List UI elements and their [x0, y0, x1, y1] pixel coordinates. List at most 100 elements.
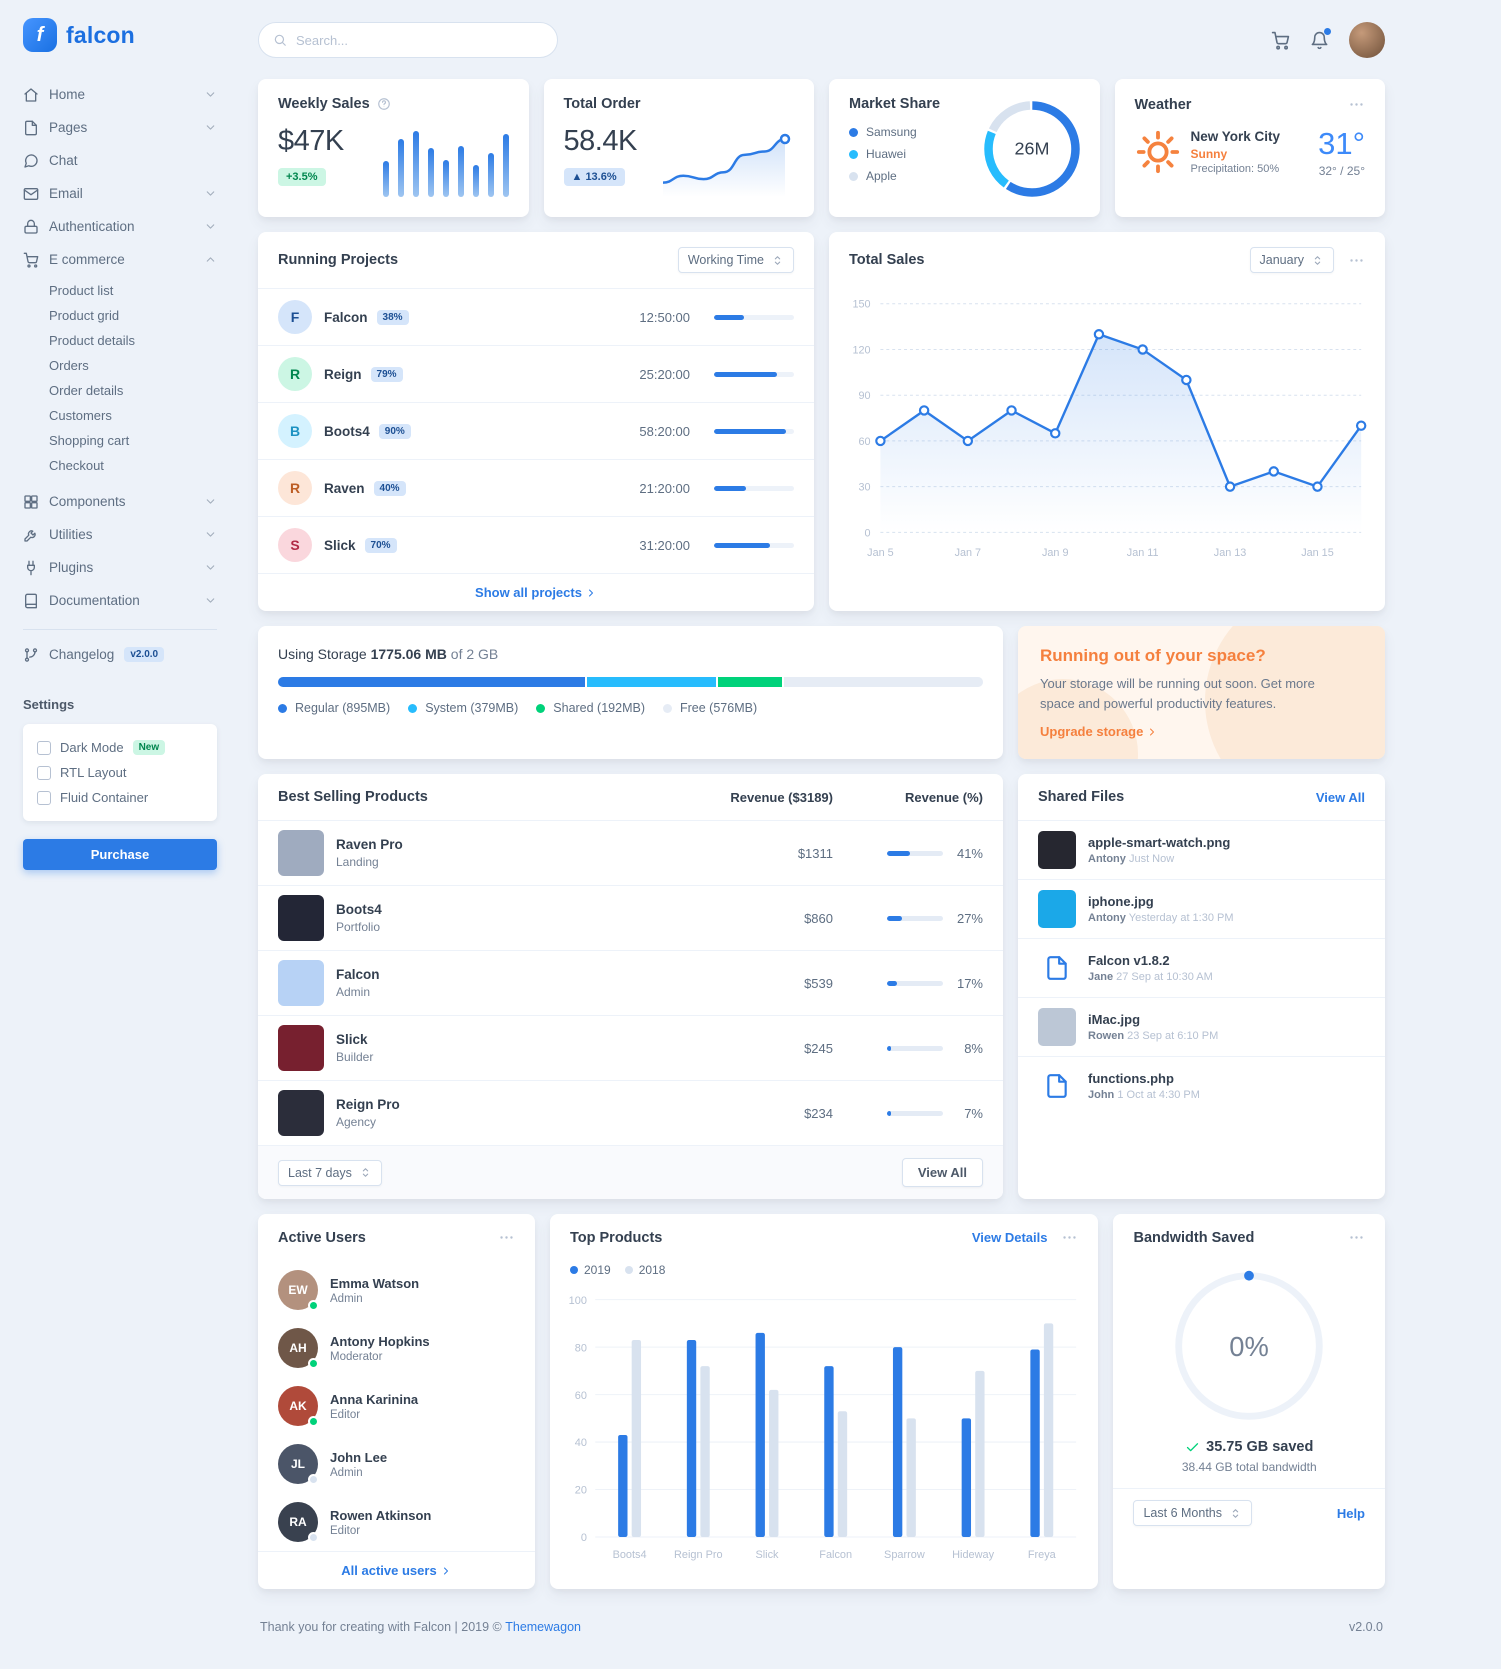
file-row-falcon-v1-8-2[interactable]: Falcon v1.8.2 Jane 27 Sep at 10:30 AM — [1018, 938, 1385, 997]
all-active-users-link[interactable]: All active users — [341, 1563, 451, 1578]
card-title: Weather — [1134, 96, 1192, 113]
search-icon — [273, 33, 287, 47]
months-select[interactable]: Last 6 Months — [1133, 1500, 1252, 1527]
sidebar-item-chat[interactable]: Chat — [23, 144, 217, 177]
user-name[interactable]: John Lee — [330, 1449, 388, 1465]
file-row-imac-jpg[interactable]: iMac.jpg Rowen 23 Sep at 6:10 PM — [1018, 997, 1385, 1056]
product-name[interactable]: Boots4 — [336, 902, 382, 918]
checkbox[interactable] — [37, 765, 51, 780]
user-avatar[interactable] — [1349, 22, 1385, 58]
month-select[interactable]: January — [1249, 247, 1334, 273]
user-role: Editor — [330, 1408, 361, 1421]
sidebar-item-authentication[interactable]: Authentication — [23, 210, 217, 243]
cart-icon[interactable] — [1271, 31, 1290, 50]
file-row-functions-php[interactable]: functions.php John 1 Oct at 4:30 PM — [1018, 1056, 1385, 1115]
project-name[interactable]: Reign — [324, 366, 362, 382]
project-name[interactable]: Boots4 — [324, 423, 370, 439]
sidebar-subitem-order-details[interactable]: Order details — [49, 383, 124, 398]
sidebar-subitem-shopping-cart[interactable]: Shopping cart — [49, 433, 130, 448]
card-menu-button[interactable] — [1348, 96, 1365, 113]
brand-logo[interactable]: f falcon — [23, 18, 217, 52]
stats-row: Weekly Sales $47K +3.5% Total Order 58.4… — [258, 79, 1385, 217]
project-name[interactable]: Falcon — [324, 309, 368, 325]
sidebar-subitem-product-grid[interactable]: Product grid — [49, 308, 120, 323]
sidebar-subitem-product-list[interactable]: Product list — [49, 283, 114, 298]
project-progress-bar — [714, 485, 794, 491]
user-row-john-lee: JL John Lee Admin — [258, 1435, 535, 1493]
sidebar-item-e-commerce[interactable]: E commerce — [23, 243, 217, 276]
product-name[interactable]: Raven Pro — [336, 837, 403, 853]
view-details-link[interactable]: View Details — [971, 1230, 1048, 1246]
user-row-anna-karinina: AK Anna Karinina Editor — [258, 1377, 535, 1435]
checkbox[interactable] — [37, 740, 51, 755]
project-name[interactable]: Slick — [324, 537, 356, 553]
date-range-select[interactable]: Last 7 days — [278, 1159, 382, 1186]
sidebar-item-changelog[interactable]: Changelog v2.0.0 — [23, 638, 217, 671]
avatar: EW — [278, 1270, 319, 1312]
user-name[interactable]: Rowen Atkinson — [330, 1507, 432, 1523]
card-menu-button[interactable] — [1061, 1229, 1078, 1246]
card-menu-button[interactable] — [498, 1229, 515, 1246]
sidebar-item-plugins[interactable]: Plugins — [23, 551, 217, 584]
sidebar-subitem-orders[interactable]: Orders — [49, 358, 89, 373]
file-name[interactable]: iphone.jpg — [1088, 894, 1154, 910]
file-row-apple-smart-watch-png[interactable]: apple-smart-watch.png Antony Just Now — [1018, 820, 1385, 879]
shared-files-view-all-link[interactable]: View All — [1315, 789, 1365, 805]
purchase-button[interactable]: Purchase — [23, 839, 217, 870]
upgrade-storage-link[interactable]: Upgrade storage — [1040, 724, 1158, 739]
product-name[interactable]: Reign Pro — [336, 1097, 400, 1113]
project-name[interactable]: Raven — [324, 480, 365, 496]
avatar: AK — [278, 1386, 319, 1428]
project-avatar: S — [278, 528, 312, 562]
view-all-button[interactable]: View All — [901, 1158, 983, 1188]
sidebar-item-documentation[interactable]: Documentation — [23, 584, 217, 617]
card-title: Active Users — [278, 1229, 366, 1246]
sidebar-item-components[interactable]: Components — [23, 485, 217, 518]
themewagon-link[interactable]: Themewagon — [505, 1620, 581, 1635]
card-menu-button[interactable] — [1348, 1229, 1365, 1246]
sidebar-item-pages[interactable]: Pages — [23, 111, 217, 144]
help-icon[interactable] — [377, 97, 391, 111]
setting-fluid-container[interactable]: Fluid Container — [37, 785, 203, 810]
search-input[interactable] — [296, 32, 543, 48]
storage-label: Using Storage — [278, 646, 367, 662]
checkbox[interactable] — [37, 790, 51, 805]
setting-dark-mode[interactable]: Dark Mode New — [37, 735, 203, 760]
sidebar-subitem-customers[interactable]: Customers — [49, 408, 112, 423]
working-time-select[interactable]: Working Time — [677, 247, 794, 273]
sidebar-item-email[interactable]: Email — [23, 177, 217, 210]
best-selling-card: Best Selling Products Revenue ($3189) Re… — [258, 774, 1003, 1200]
file-name[interactable]: apple-smart-watch.png — [1088, 835, 1231, 851]
file-meta: Antony Just Now — [1088, 853, 1175, 866]
card-menu-button[interactable] — [1348, 252, 1365, 269]
search-box[interactable] — [258, 22, 558, 58]
user-name[interactable]: Anna Karinina — [330, 1391, 419, 1407]
product-category: Agency — [336, 1115, 377, 1130]
sidebar-item-home[interactable]: Home — [23, 78, 217, 111]
sidebar-subitem-product-details[interactable]: Product details — [49, 333, 135, 348]
product-category: Portfolio — [336, 920, 381, 935]
help-link[interactable]: Help — [1336, 1505, 1365, 1521]
legend-item-2019[interactable]: 2019 — [569, 1263, 611, 1277]
file-name[interactable]: iMac.jpg — [1088, 1012, 1141, 1028]
user-name[interactable]: Antony Hopkins — [330, 1333, 430, 1349]
topbar — [258, 13, 1385, 67]
svg-text:90: 90 — [859, 390, 871, 402]
sidebar-subitem-checkout[interactable]: Checkout — [49, 458, 104, 473]
show-all-projects-link[interactable]: Show all projects — [475, 585, 597, 600]
bell-icon[interactable] — [1310, 27, 1331, 50]
legend-item-2018[interactable]: 2018 — [624, 1263, 665, 1277]
sidebar-item-utilities[interactable]: Utilities — [23, 518, 217, 551]
user-name[interactable]: Emma Watson — [330, 1275, 420, 1291]
shared-files-card: Shared Files View All apple-smart-watch.… — [1018, 774, 1385, 1200]
project-progress-bar — [714, 371, 794, 377]
setting-rtl-layout[interactable]: RTL Layout — [37, 760, 203, 785]
weather-precipitation: Precipitation: 50% — [1190, 163, 1280, 175]
file-name[interactable]: Falcon v1.8.2 — [1088, 953, 1170, 969]
product-name[interactable]: Slick — [336, 1032, 368, 1048]
product-name[interactable]: Falcon — [336, 967, 380, 983]
file-row-iphone-jpg[interactable]: iphone.jpg Antony Yesterday at 1:30 PM — [1018, 879, 1385, 938]
file-name[interactable]: functions.php — [1088, 1071, 1174, 1087]
cart-icon — [23, 252, 39, 268]
product-percent: 41% — [956, 845, 983, 861]
